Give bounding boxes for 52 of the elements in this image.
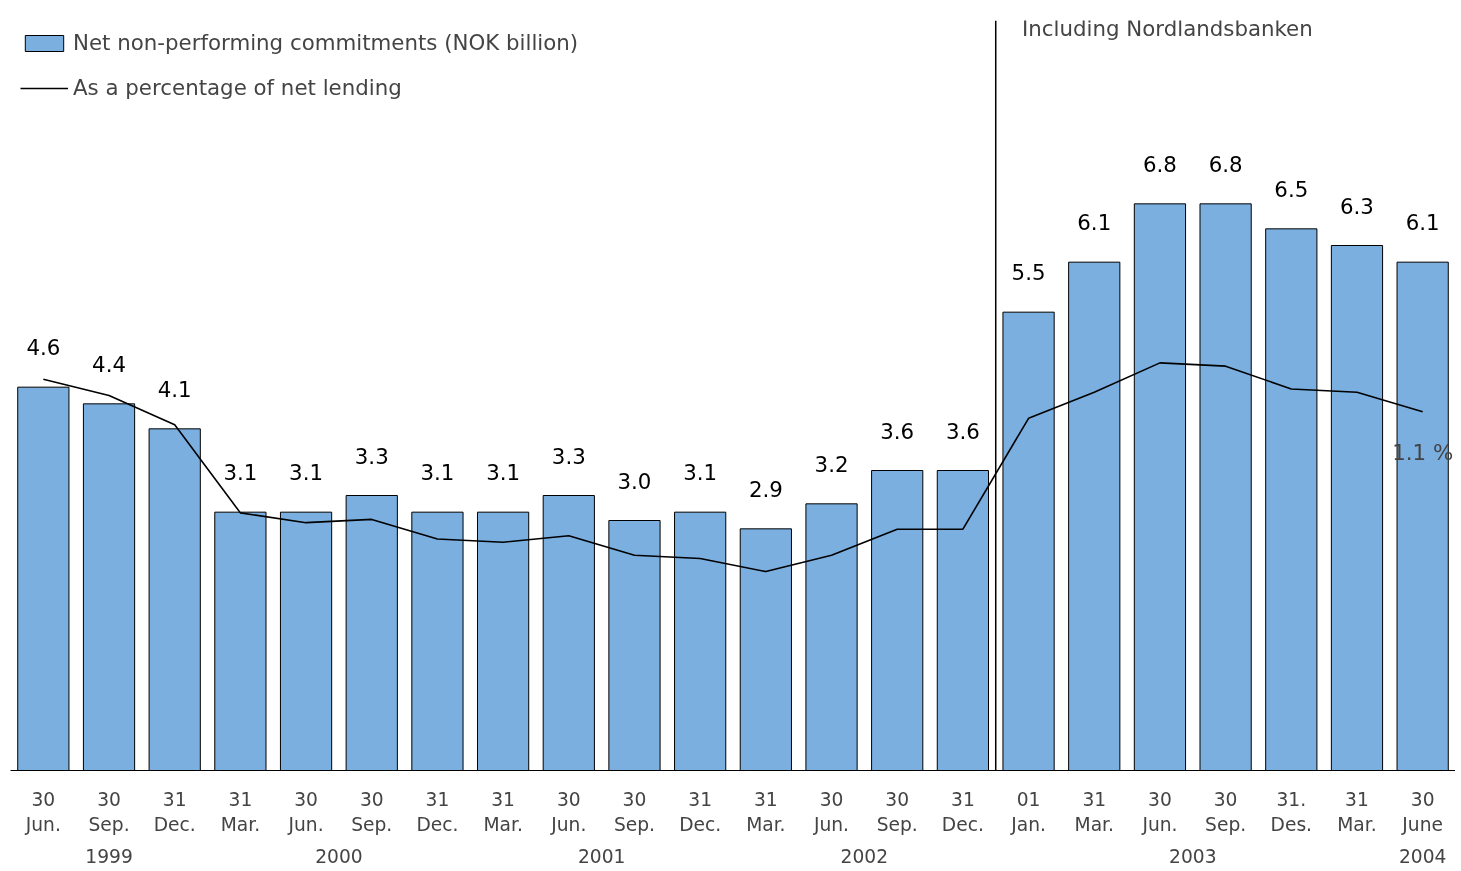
x-tick-label: 30 Jun. — [1141, 788, 1178, 835]
x-tick-label: 30 June — [1401, 788, 1443, 835]
x-tick-label: 30 Sep. — [88, 788, 130, 835]
x-tick-label: 31 Mar. — [1337, 788, 1377, 835]
data-label: 6.5 — [1274, 176, 1309, 202]
data-label: 6.3 — [1340, 193, 1374, 219]
x-tick-label: 31 Dec. — [941, 788, 984, 835]
legend-label: Net non-performing commitments (NOK billion) — [73, 30, 579, 55]
x-tick-label: 30 Jun. — [812, 788, 850, 835]
x-tick-label: 30 Jun. — [24, 788, 61, 835]
legend-label: As a percentage of net lending — [73, 75, 402, 100]
data-label: 3.1 — [223, 460, 258, 486]
data-label: 3.2 — [814, 451, 849, 477]
x-tick-label: 01 Jan. — [1010, 788, 1046, 835]
data-label: 6.8 — [1142, 151, 1177, 177]
data-label: 4.1 — [157, 376, 192, 402]
data-label: 3.3 — [354, 443, 389, 469]
data-label: 3.1 — [683, 460, 718, 486]
x-tick-label: 30 Jun. — [287, 788, 324, 835]
data-label: 2.9 — [748, 476, 783, 502]
data-label: 6.1 — [1405, 210, 1440, 236]
x-tick-label: 31. Des. — [1270, 788, 1313, 835]
x-tick-label: 30 Sep. — [876, 788, 918, 835]
x-tick-label: 31 Mar. — [483, 788, 523, 835]
text: 1999 — [85, 845, 133, 867]
data-label: 4.6 — [26, 335, 61, 361]
data-label: 3.1 — [289, 460, 324, 486]
data-label: 4.4 — [92, 351, 126, 377]
data-label: 6.1 — [1077, 210, 1112, 236]
data-label: 3.1 — [486, 460, 521, 486]
x-tick-label: 30 Sep. — [351, 788, 393, 835]
x-tick-label: 31 Mar. — [220, 788, 261, 835]
data-label: 6.8 — [1208, 151, 1243, 177]
text: 2003 — [1169, 845, 1217, 867]
x-tick-label: 30 Sep. — [613, 788, 656, 835]
x-tick-label: 30 Jun. — [550, 788, 587, 835]
data-label: 5.5 — [1011, 260, 1046, 286]
x-tick-label: 30 Sep. — [1205, 788, 1247, 835]
text: 2001 — [577, 845, 626, 867]
data-label: 3.0 — [617, 468, 652, 494]
x-tick-label: 31 Dec. — [679, 788, 722, 835]
x-tick-label: 31 Dec. — [153, 788, 196, 835]
data-label: 3.3 — [551, 443, 586, 469]
data-label: 3.6 — [945, 418, 980, 444]
x-tick-label: 31 Mar. — [1074, 788, 1114, 835]
text: 2004 — [1398, 845, 1447, 867]
text: 2000 — [315, 845, 363, 867]
x-tick-label: 31 Dec. — [416, 788, 459, 835]
data-label: 3.1 — [420, 460, 455, 486]
data-label: 3.6 — [880, 418, 915, 444]
text: 2002 — [840, 845, 889, 867]
x-tick-label: 31 Mar. — [746, 788, 786, 835]
